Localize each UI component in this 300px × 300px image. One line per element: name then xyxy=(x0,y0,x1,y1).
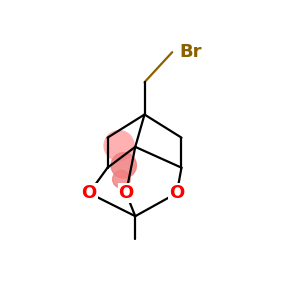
Circle shape xyxy=(104,131,134,161)
Text: O: O xyxy=(169,184,184,202)
Text: Br: Br xyxy=(179,43,202,61)
Circle shape xyxy=(111,153,136,178)
Circle shape xyxy=(112,170,130,188)
Text: O: O xyxy=(118,184,134,202)
Text: O: O xyxy=(81,184,97,202)
